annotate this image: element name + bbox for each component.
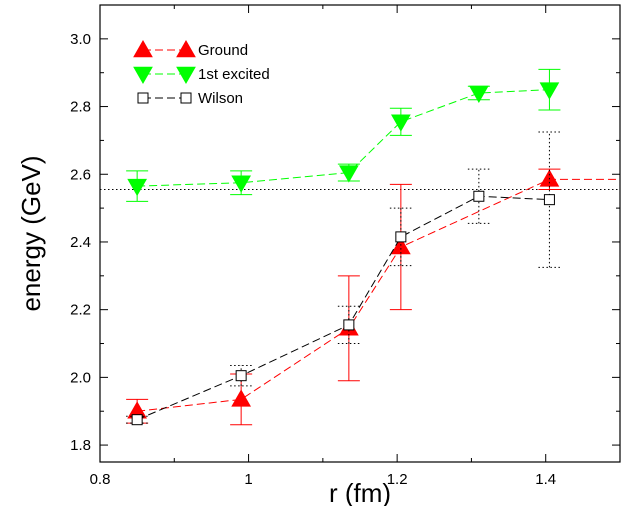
point-ground xyxy=(390,237,411,255)
legend-item-1st-excited: 1st excited xyxy=(133,66,270,85)
legend: Ground 1st excited Wilson xyxy=(133,39,270,107)
point-1st-excited xyxy=(468,85,489,104)
series-group xyxy=(126,68,620,426)
point-1st-excited xyxy=(539,82,560,100)
point-1st-excited xyxy=(231,175,252,193)
legend-marker-ground xyxy=(176,39,196,58)
plot-frame xyxy=(99,4,621,463)
point-wilson xyxy=(343,319,355,331)
y-tick-label: 2.8 xyxy=(70,99,91,116)
legend-label-ground: Ground xyxy=(198,42,248,59)
series-wilson xyxy=(126,131,561,426)
legend-label-wilson: Wilson xyxy=(198,90,243,107)
x-tick-label: 1.2 xyxy=(387,471,408,488)
series-line-wilson xyxy=(136,195,550,421)
legend-label-1st-excited: 1st excited xyxy=(198,66,270,83)
legend-marker-ground xyxy=(133,39,153,58)
x-tick-label: 0.8 xyxy=(90,471,111,488)
series-line-ground xyxy=(137,178,620,412)
point-wilson xyxy=(395,231,407,243)
legend-item-wilson: Wilson xyxy=(137,90,243,107)
y-tick-label: 3.0 xyxy=(70,31,91,48)
legend-marker-1st-excited xyxy=(133,66,153,85)
legend-marker-wilson xyxy=(137,92,149,104)
series-line-1st-excited xyxy=(137,89,550,187)
y-tick-label: 2.4 xyxy=(70,234,91,251)
point-wilson xyxy=(131,414,143,426)
point-1st-excited xyxy=(127,178,148,197)
x-tick-label: 1.4 xyxy=(535,471,556,488)
x-tick-label: 1 xyxy=(244,471,252,488)
series-1st-excited xyxy=(126,68,561,202)
point-1st-excited xyxy=(390,114,411,132)
legend-marker-wilson xyxy=(180,92,192,104)
point-wilson xyxy=(473,190,485,202)
series-ground xyxy=(126,168,620,426)
legend-item-ground: Ground xyxy=(133,39,248,59)
y-tick-label: 2.0 xyxy=(70,369,91,386)
y-tick-label: 2.6 xyxy=(70,166,91,183)
point-wilson xyxy=(235,370,247,382)
y-axis-title: energy (GeV) xyxy=(16,155,46,311)
x-axis-title: r (fm) xyxy=(329,478,391,506)
y-tick-label: 2.2 xyxy=(70,302,91,319)
point-1st-excited xyxy=(338,165,359,183)
point-wilson xyxy=(543,194,555,206)
point-ground xyxy=(231,389,252,407)
legend-marker-1st-excited xyxy=(176,66,196,85)
axes-group: 0.8 1 1.2 1.4 1.8 2.0 2.2 2.4 2.6 2.8 3.0 xyxy=(70,5,620,488)
y-tick-label: 1.8 xyxy=(70,437,91,454)
